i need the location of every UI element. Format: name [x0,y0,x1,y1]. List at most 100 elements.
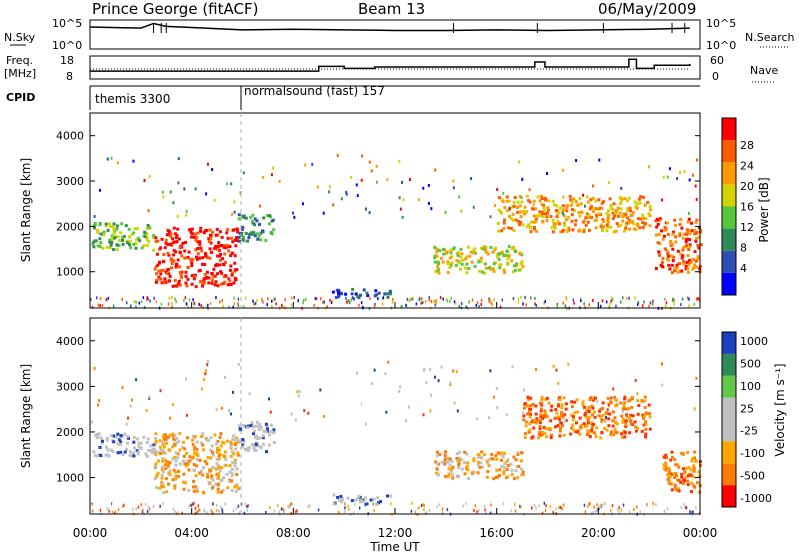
ground-cell [646,503,648,507]
ground-cell [442,297,444,301]
echo-cell [171,457,175,461]
ground-cell [211,510,213,514]
echo-cell [189,258,193,262]
noise-cell [370,169,373,173]
echo-cell [261,442,265,446]
echo-cell [690,229,694,233]
echo-cell [172,240,176,244]
ground-cell [146,296,149,300]
echo-cell [176,227,180,231]
echo-cell [108,246,112,250]
echo-cell [637,404,641,408]
ground-cell [237,504,240,508]
noise-cell [345,190,348,194]
echo-cell [609,430,613,434]
echo-cell [226,236,230,240]
colorbar-cell [722,272,736,295]
echo-cell [168,230,172,234]
echo-cell [514,458,518,462]
echo-cell [694,237,698,241]
ground-cell [616,508,619,512]
echo-cell [579,423,583,427]
nave-label: Nave [750,64,778,77]
echo-cell [660,265,664,269]
echo-cell [679,217,683,221]
ground-cell [476,510,478,514]
echo-cell [563,413,567,417]
echo-cell [457,461,461,465]
echo-cell [489,268,493,272]
power-colorbar-label: Power [dB] [757,177,771,242]
echo-cell [269,423,273,427]
echo-cell [218,258,222,262]
noise-cell [319,388,322,392]
echo-cell [127,227,131,231]
echo-cell [270,219,274,223]
echo-cell [484,246,488,250]
noise-cell [661,198,664,202]
echo-cell [344,292,348,296]
echo-cell [171,445,175,449]
echo-cell [582,405,586,409]
echo-cell [627,407,631,411]
echo-cell [525,224,529,228]
ground-cell [695,506,697,510]
ground-cell [203,508,206,512]
noise-cell [259,204,262,208]
echo-cell [493,248,497,252]
echo-cell [435,450,439,454]
echo-cell [436,265,440,269]
echo-cell [561,229,565,233]
echo-cell [208,256,212,260]
echo-cell [534,214,538,218]
echo-cell [576,430,580,434]
ground-cell [338,511,340,515]
ground-cell [382,296,385,300]
colorbar-tick-label: 12 [740,221,754,234]
echo-cell [173,455,177,459]
echo-cell [630,213,634,217]
echo-cell [171,478,175,482]
colorbar-cell [722,162,736,185]
echo-cell [637,217,641,221]
echo-cell [528,415,532,419]
echo-cell [237,424,241,428]
echo-cell [161,482,165,486]
ground-cell [281,507,284,511]
ground-cell [200,507,202,511]
echo-cell [251,425,255,429]
echo-cell [115,224,119,228]
ground-cell [424,299,427,303]
y-tick-label: 3000 [56,175,84,188]
echo-cell [164,467,168,471]
colorbar-tick-label: -1000 [740,492,772,505]
echo-cell [201,448,205,452]
echo-cell [595,213,599,217]
echo-cell [194,485,198,489]
echo-cell [687,217,691,221]
echo-cell [156,239,160,243]
ground-cell [422,301,424,305]
echo-cell [512,200,516,204]
echo-cell [184,464,188,468]
echo-cell [95,435,99,439]
ground-cell [558,505,560,509]
echo-cell [133,227,137,231]
echo-cell [538,424,542,428]
noise-cell [460,209,463,213]
noise-cell [440,365,443,369]
ground-cell [172,507,175,511]
echo-cell [109,434,113,438]
echo-cell [521,473,525,477]
echo-cell [154,441,158,445]
echo-cell [112,231,116,235]
echo-cell [448,265,452,269]
ground-cell [543,501,546,505]
echo-cell [613,416,617,420]
noise-cell [401,180,404,184]
echo-cell [161,440,165,444]
echo-cell [272,228,276,232]
noise-cell [270,173,273,177]
echo-cell [202,466,206,470]
echo-cell [516,200,520,204]
